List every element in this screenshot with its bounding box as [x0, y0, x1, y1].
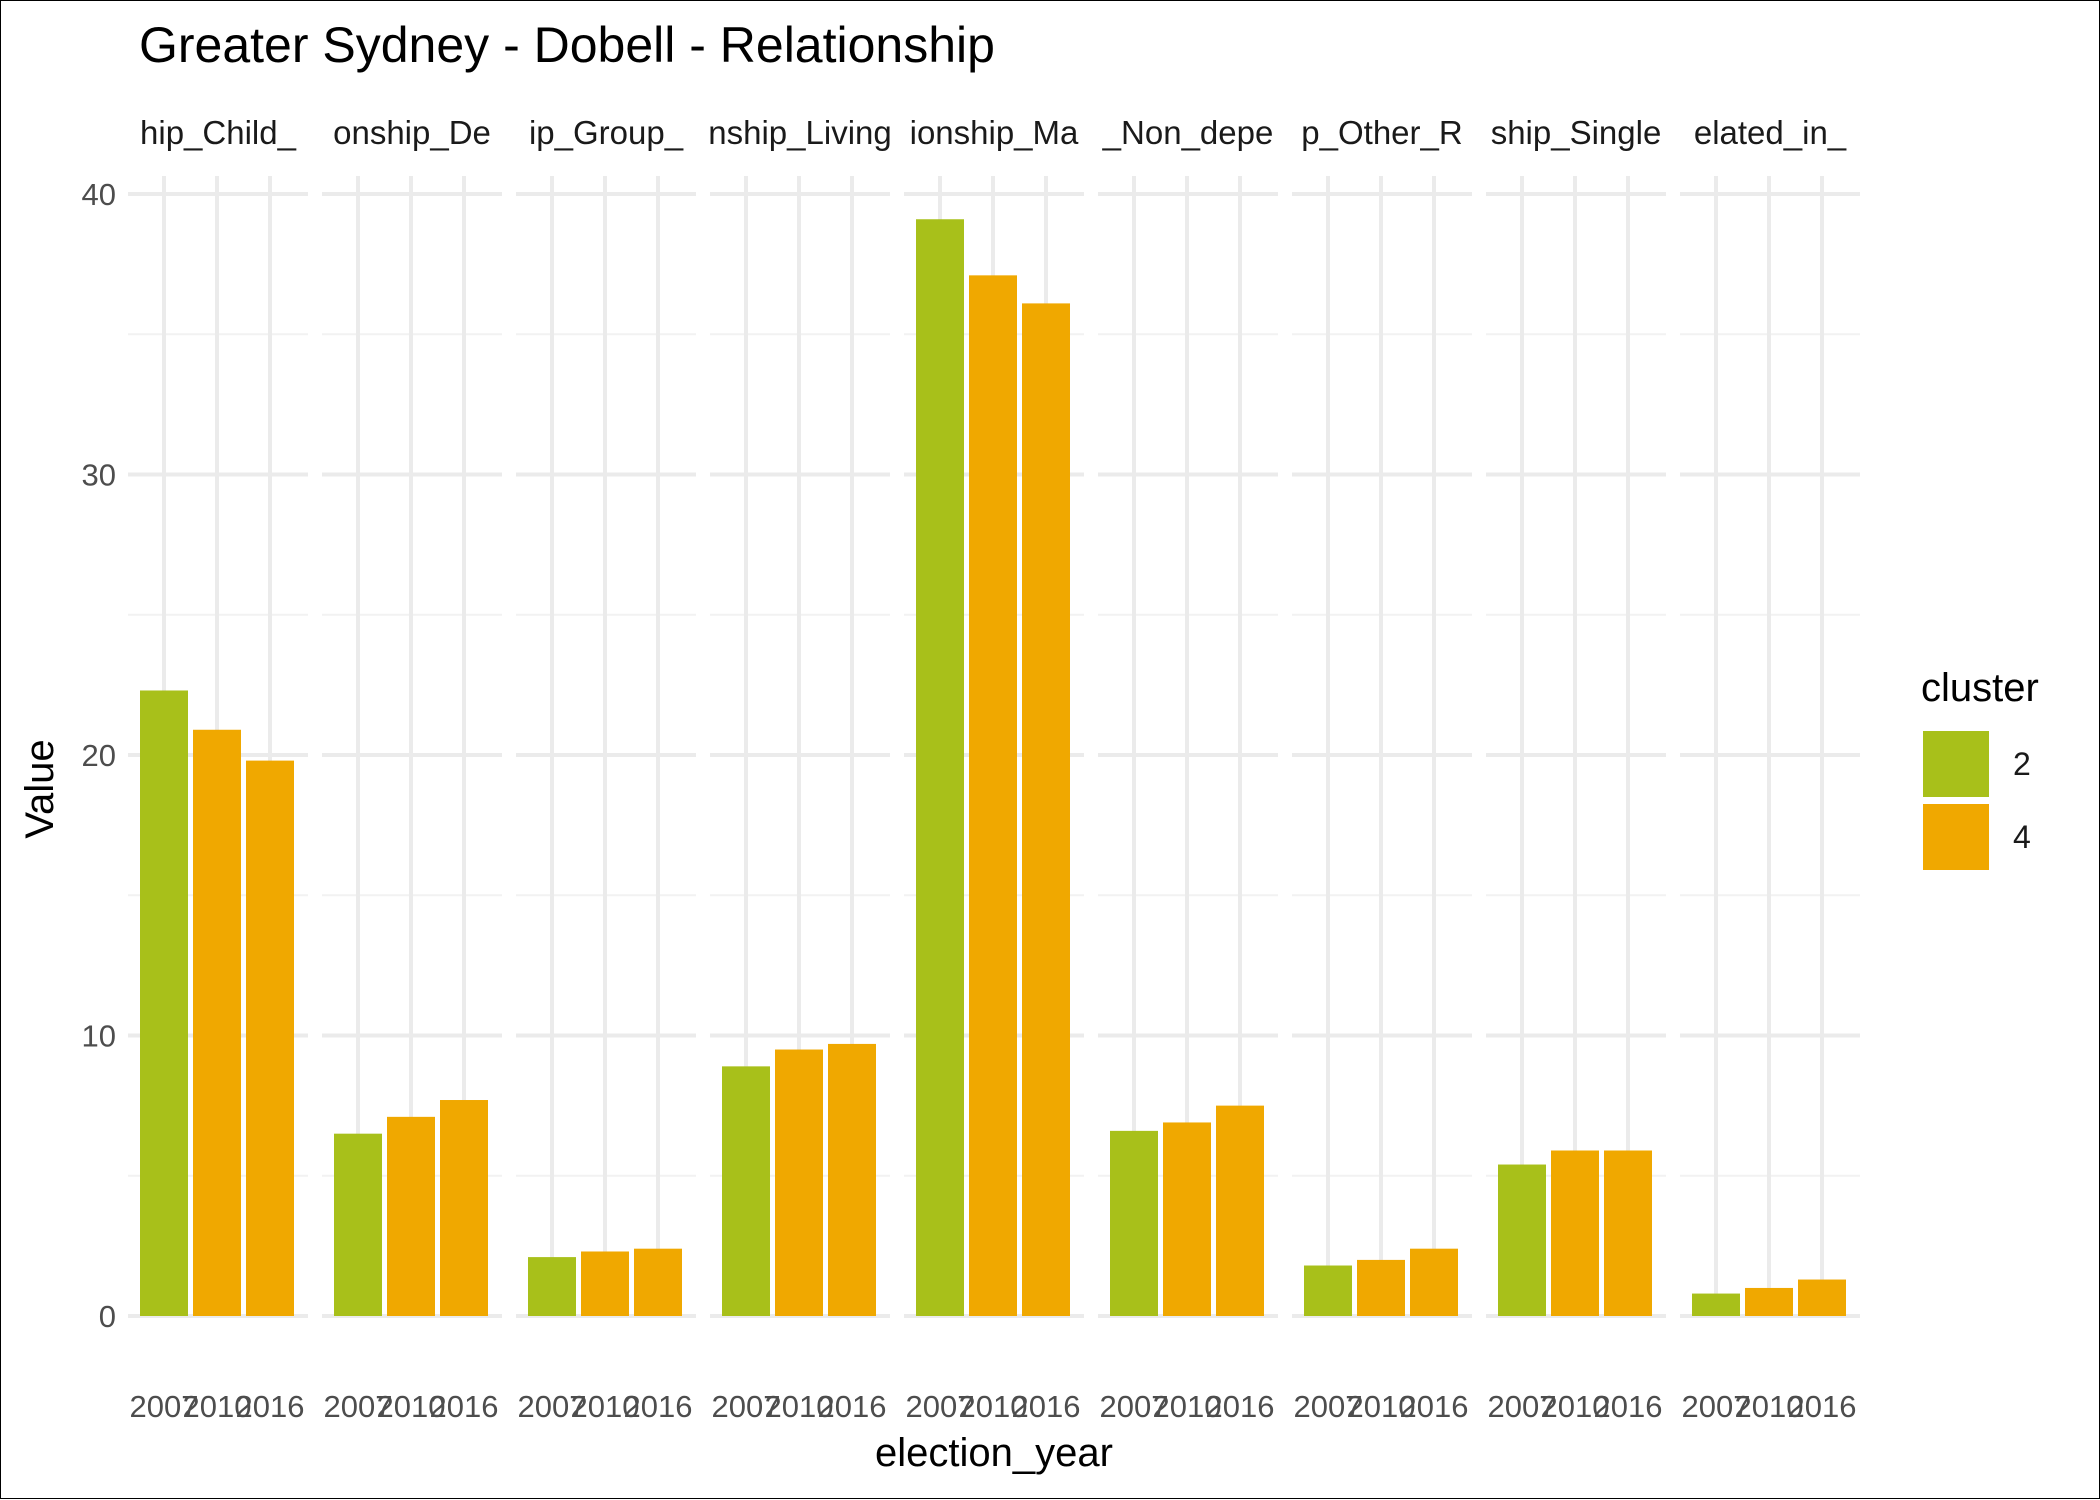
- bar: [634, 1248, 682, 1316]
- bar: [1110, 1130, 1158, 1316]
- x-tick-label: 2010: [1153, 1389, 1222, 1424]
- x-tick-label: 2010: [765, 1389, 834, 1424]
- bar: [722, 1066, 770, 1316]
- y-tick-label: 40: [82, 177, 116, 212]
- x-tick-label: 2007: [1294, 1389, 1363, 1424]
- bar: [193, 729, 241, 1316]
- bar: [828, 1043, 876, 1316]
- y-tick-label: 10: [82, 1019, 116, 1054]
- x-tick-label: 2016: [624, 1389, 693, 1424]
- bar: [1163, 1122, 1211, 1316]
- legend: cluster 24: [1921, 666, 2039, 870]
- x-tick-label: 2007: [1100, 1389, 1169, 1424]
- legend-swatch: [1923, 731, 1989, 797]
- x-tick-label: 2007: [712, 1389, 781, 1424]
- x-tick-label: 2007: [1488, 1389, 1557, 1424]
- legend-title: cluster: [1921, 666, 2039, 710]
- bar: [969, 275, 1017, 1317]
- bar: [246, 760, 294, 1316]
- facet-layer: hip_Child_200720102016onship_De200720102…: [130, 114, 1857, 1424]
- bar: [528, 1257, 576, 1316]
- bar: [1304, 1265, 1352, 1316]
- legend-swatch: [1923, 804, 1989, 870]
- bar: [1604, 1150, 1652, 1316]
- facet-strip-label: hip_Child_: [140, 114, 297, 151]
- bar: [1498, 1164, 1546, 1316]
- chart-title: Greater Sydney - Dobell - Relationship: [139, 17, 995, 73]
- facet-strip-label: _Non_depe: [1102, 114, 1274, 151]
- x-tick-label: 2016: [430, 1389, 499, 1424]
- x-tick-label: 2010: [571, 1389, 640, 1424]
- x-tick-label: 2016: [1788, 1389, 1857, 1424]
- y-axis: 0 10 20 30 40: [82, 177, 116, 1334]
- facet-strip-label: ship_Single: [1491, 114, 1662, 151]
- bar: [440, 1100, 488, 1316]
- bar: [1410, 1248, 1458, 1316]
- x-tick-label: 2010: [377, 1389, 446, 1424]
- y-tick-label: 20: [82, 738, 116, 773]
- bar: [1022, 303, 1070, 1316]
- legend-label: 4: [2013, 819, 2031, 855]
- x-tick-label: 2010: [1735, 1389, 1804, 1424]
- bar: [1357, 1259, 1405, 1316]
- facet-strip-label: ip_Group_: [529, 114, 684, 151]
- legend-label: 2: [2013, 746, 2031, 782]
- bar: [1216, 1105, 1264, 1316]
- bar: [1551, 1150, 1599, 1316]
- bar: [387, 1116, 435, 1316]
- bar: [1692, 1293, 1740, 1316]
- x-tick-label: 2010: [183, 1389, 252, 1424]
- y-tick-label: 30: [82, 458, 116, 493]
- x-tick-label: 2016: [1400, 1389, 1469, 1424]
- bar: [140, 690, 188, 1316]
- x-tick-label: 2010: [1347, 1389, 1416, 1424]
- x-tick-label: 2007: [324, 1389, 393, 1424]
- x-tick-label: 2007: [518, 1389, 587, 1424]
- facet-strip-label: onship_De: [333, 114, 491, 151]
- x-axis-title: election_year: [875, 1431, 1113, 1475]
- legend-items: 24: [1923, 731, 2031, 870]
- x-tick-label: 2010: [1541, 1389, 1610, 1424]
- y-axis-title: Value: [18, 739, 62, 838]
- facet-strip-label: elated_in_: [1694, 114, 1847, 151]
- bar: [775, 1049, 823, 1316]
- bar: [1798, 1279, 1846, 1316]
- x-tick-label: 2007: [906, 1389, 975, 1424]
- facet-strip-label: p_Other_R: [1301, 114, 1462, 151]
- facet-strip-label: nship_Living: [708, 114, 891, 151]
- bar: [334, 1133, 382, 1316]
- x-tick-label: 2016: [236, 1389, 305, 1424]
- y-tick-label: 0: [99, 1299, 116, 1334]
- bar: [916, 219, 964, 1316]
- bar: [1745, 1287, 1793, 1316]
- x-tick-label: 2016: [1594, 1389, 1663, 1424]
- facet-strip-label: ionship_Ma: [910, 114, 1079, 151]
- bar: [581, 1251, 629, 1316]
- x-tick-label: 2016: [1012, 1389, 1081, 1424]
- x-tick-label: 2016: [1206, 1389, 1275, 1424]
- x-tick-label: 2016: [818, 1389, 887, 1424]
- x-tick-label: 2010: [959, 1389, 1028, 1424]
- x-tick-label: 2007: [130, 1389, 199, 1424]
- x-tick-label: 2007: [1682, 1389, 1751, 1424]
